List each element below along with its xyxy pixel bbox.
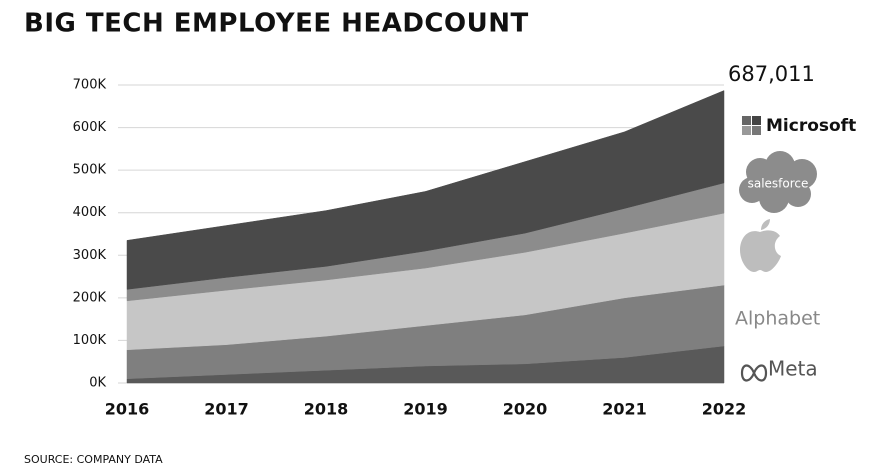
x-tick-label: 2018	[304, 400, 349, 419]
area	[126, 90, 725, 290]
x-tick-label: 2019	[403, 400, 448, 419]
legend-label: Meta	[768, 357, 818, 381]
meta-logo	[740, 364, 768, 382]
total-annotation: 687,011	[728, 62, 815, 86]
x-tick-label: 2017	[204, 400, 249, 419]
y-tick-label: 600K	[73, 120, 107, 135]
y-tick-label: 300K	[73, 248, 107, 263]
x-tick-label: 2022	[702, 400, 747, 419]
legend-label: Alphabet	[735, 308, 820, 330]
y-tick-label: 200K	[73, 290, 107, 305]
legend-label: salesforce	[748, 177, 809, 191]
salesforce-logo	[739, 151, 817, 213]
y-tick-label: 500K	[73, 163, 107, 178]
y-tick-label: 0K	[89, 376, 106, 391]
x-tick-label: 2016	[105, 400, 150, 419]
y-tick-label: 100K	[73, 333, 107, 348]
legend-icons	[739, 116, 817, 382]
y-tick-label: 700K	[73, 78, 107, 93]
legend-label: Microsoft	[766, 116, 856, 136]
microsoft-logo	[742, 116, 761, 135]
source-note: SOURCE: COMPANY DATA	[24, 453, 163, 466]
x-tick-label: 2020	[503, 400, 548, 419]
y-tick-label: 400K	[73, 205, 107, 220]
x-tick-label: 2021	[602, 400, 647, 419]
chart-title: BIG TECH EMPLOYEE HEADCOUNT	[24, 9, 529, 39]
apple-logo	[740, 219, 781, 272]
